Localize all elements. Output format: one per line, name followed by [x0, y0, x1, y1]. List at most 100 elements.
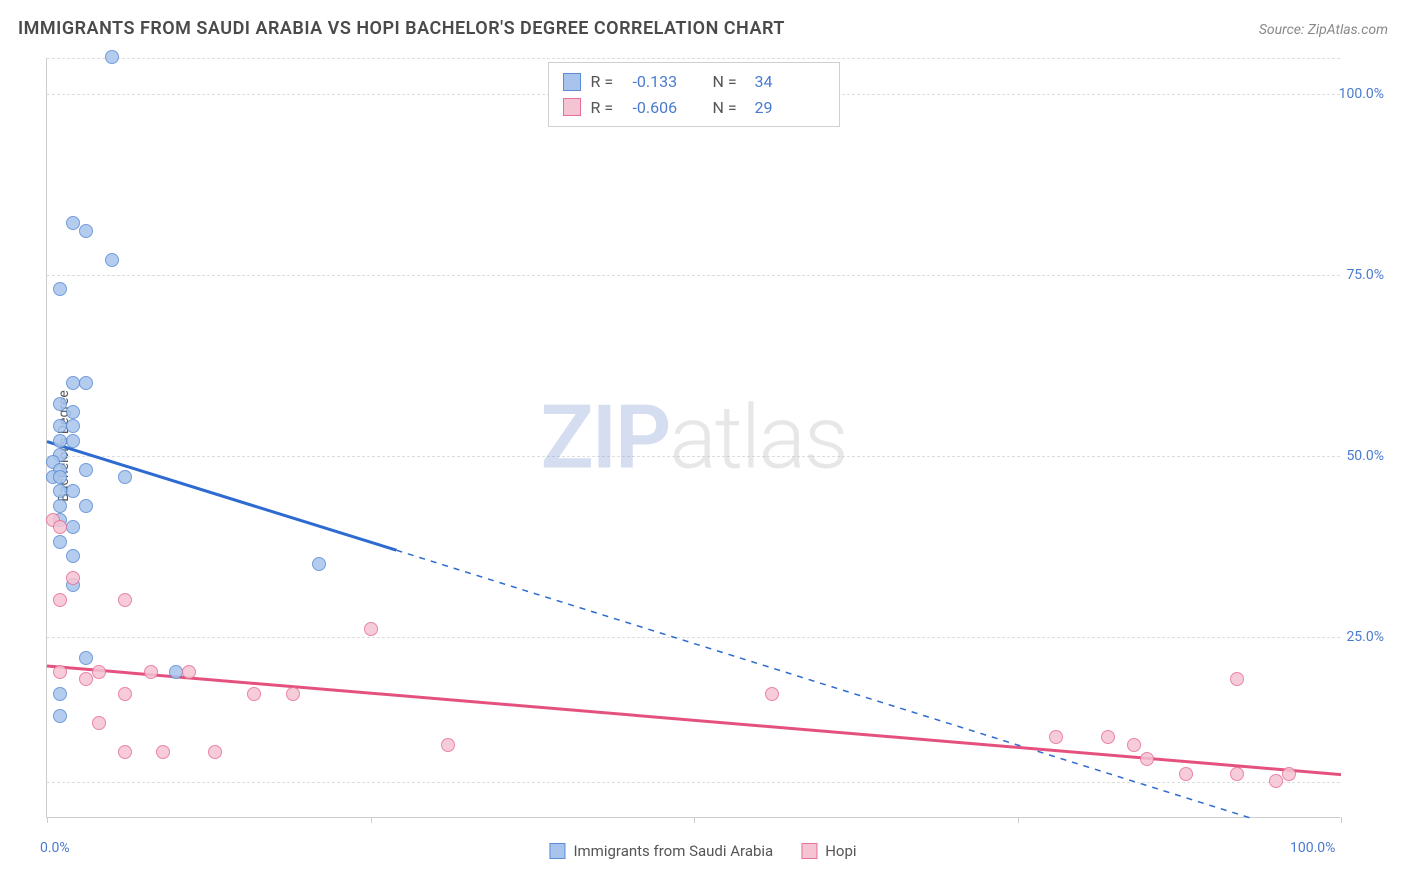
point-series-a — [312, 557, 326, 571]
y-tick-label: 50.0% — [1346, 448, 1384, 464]
point-series-b — [1230, 767, 1244, 781]
point-series-a — [53, 470, 67, 484]
point-series-a — [53, 434, 67, 448]
x-tick — [1341, 817, 1342, 823]
point-series-b — [118, 687, 132, 701]
point-series-b — [144, 665, 158, 679]
trendline-dashed-series-a — [396, 550, 1250, 818]
point-series-b — [92, 665, 106, 679]
x-tick — [47, 817, 48, 823]
point-series-b — [118, 593, 132, 607]
point-series-b — [1230, 672, 1244, 686]
stat-label-r: R = — [591, 95, 623, 121]
swatch-series-a — [549, 843, 565, 859]
swatch-series-a — [563, 73, 581, 91]
stat-label-n: N = — [713, 95, 745, 121]
stat-row-series-b: R = -0.606 N = 29 — [563, 95, 825, 121]
point-series-a — [53, 499, 67, 513]
point-series-a — [53, 397, 67, 411]
point-series-a — [79, 463, 93, 477]
y-tick-label: 25.0% — [1346, 629, 1384, 645]
point-series-b — [156, 745, 170, 759]
stat-label-n: N = — [713, 69, 745, 95]
gridline — [47, 456, 1340, 457]
point-series-b — [53, 665, 67, 679]
legend-label-series-b: Hopi — [825, 842, 856, 860]
point-series-a — [66, 376, 80, 390]
point-series-a — [66, 484, 80, 498]
swatch-series-b — [801, 843, 817, 859]
gridline — [47, 782, 1340, 783]
point-series-a — [53, 535, 67, 549]
legend-bottom: Immigrants from Saudi Arabia Hopi — [549, 842, 856, 860]
point-series-a — [105, 50, 119, 64]
point-series-a — [66, 549, 80, 563]
plot-area: ZIPatlas R = -0.133 N = 34 R = -0.606 N … — [46, 58, 1340, 818]
x-tick — [694, 817, 695, 823]
watermark: ZIPatlas — [540, 386, 846, 489]
stat-n-series-a: 34 — [755, 69, 825, 95]
stat-row-series-a: R = -0.133 N = 34 — [563, 69, 825, 95]
point-series-b — [118, 745, 132, 759]
point-series-b — [182, 665, 196, 679]
x-tick-label: 0.0% — [40, 840, 70, 856]
point-series-b — [79, 672, 93, 686]
chart-title: IMMIGRANTS FROM SAUDI ARABIA VS HOPI BAC… — [18, 18, 785, 39]
point-series-a — [53, 282, 67, 296]
point-series-a — [53, 709, 67, 723]
point-series-a — [118, 470, 132, 484]
point-series-b — [286, 687, 300, 701]
legend-item-series-a: Immigrants from Saudi Arabia — [549, 842, 773, 860]
point-series-a — [53, 484, 67, 498]
trendline-series-a — [47, 442, 396, 551]
point-series-b — [1127, 738, 1141, 752]
point-series-a — [66, 520, 80, 534]
stat-n-series-b: 29 — [755, 95, 825, 121]
point-series-b — [92, 716, 106, 730]
source-attribution: Source: ZipAtlas.com — [1259, 22, 1388, 38]
point-series-a — [53, 419, 67, 433]
point-series-b — [53, 520, 67, 534]
point-series-a — [66, 434, 80, 448]
legend-item-series-b: Hopi — [801, 842, 856, 860]
point-series-a — [66, 419, 80, 433]
point-series-b — [53, 593, 67, 607]
gridline — [47, 275, 1340, 276]
watermark-left: ZIP — [540, 386, 669, 489]
chart-svg — [47, 58, 1340, 817]
point-series-b — [247, 687, 261, 701]
gridline — [47, 58, 1340, 59]
legend-label-series-a: Immigrants from Saudi Arabia — [573, 842, 773, 860]
point-series-b — [765, 687, 779, 701]
point-series-b — [441, 738, 455, 752]
point-series-b — [364, 622, 378, 636]
point-series-b — [66, 571, 80, 585]
point-series-a — [79, 224, 93, 238]
x-tick-label: 100.0% — [1290, 840, 1335, 856]
point-series-b — [1269, 774, 1283, 788]
stat-r-series-b: -0.606 — [633, 95, 703, 121]
y-tick-label: 100.0% — [1339, 86, 1384, 102]
point-series-a — [79, 651, 93, 665]
point-series-a — [79, 376, 93, 390]
swatch-series-b — [563, 98, 581, 116]
point-series-a — [105, 253, 119, 267]
point-series-a — [53, 687, 67, 701]
point-series-a — [66, 405, 80, 419]
correlation-stats-box: R = -0.133 N = 34 R = -0.606 N = 29 — [548, 62, 840, 127]
stat-label-r: R = — [591, 69, 623, 95]
point-series-b — [1179, 767, 1193, 781]
point-series-a — [66, 216, 80, 230]
point-series-b — [208, 745, 222, 759]
stat-r-series-a: -0.133 — [633, 69, 703, 95]
gridline — [47, 637, 1340, 638]
point-series-b — [1049, 730, 1063, 744]
y-tick-label: 75.0% — [1346, 267, 1384, 283]
x-tick — [1018, 817, 1019, 823]
watermark-right: atlas — [669, 386, 846, 489]
point-series-a — [169, 665, 183, 679]
point-series-b — [1140, 752, 1154, 766]
point-series-b — [1282, 767, 1296, 781]
point-series-b — [1101, 730, 1115, 744]
point-series-a — [79, 499, 93, 513]
